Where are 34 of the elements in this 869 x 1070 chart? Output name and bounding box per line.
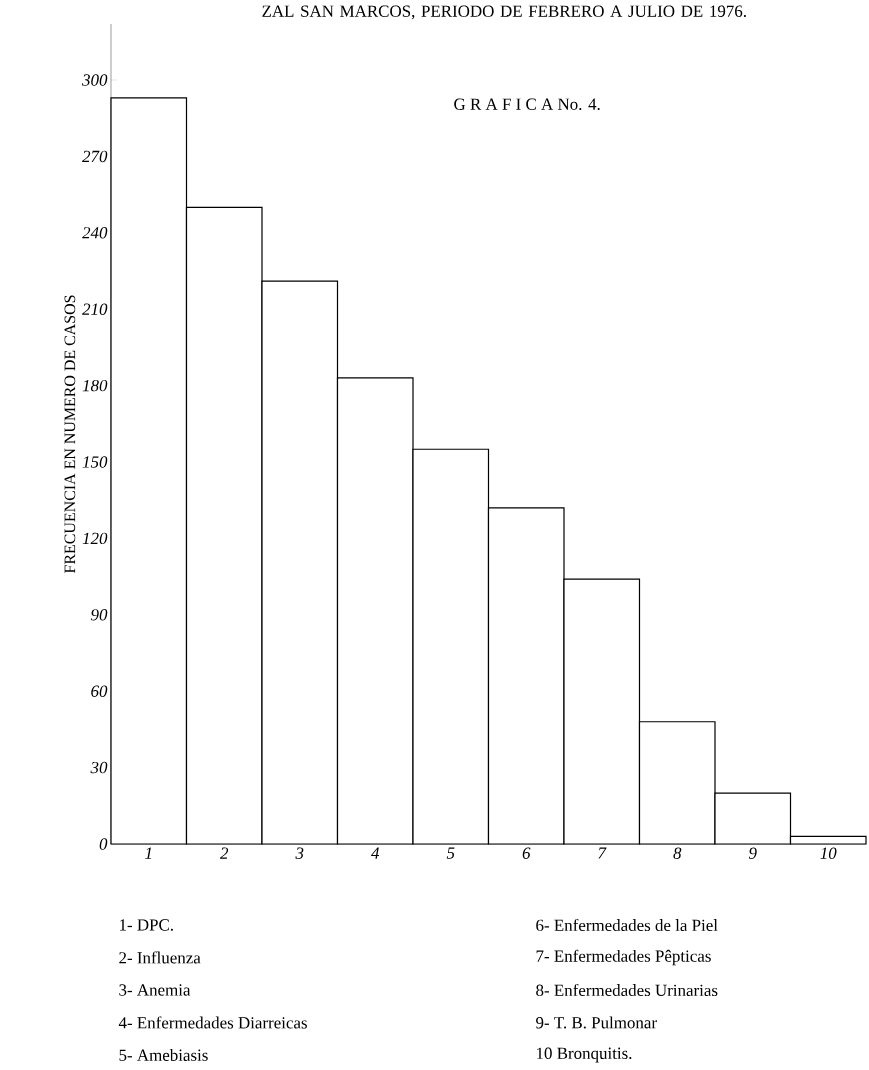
x-tick-label: 1 — [145, 847, 152, 859]
x-tick-label: 3 — [295, 847, 304, 859]
text: 3- Anemia — [119, 984, 191, 996]
text: 2- Influenza — [119, 951, 201, 964]
text: 4- Enfermedades Diarreicas — [118, 1016, 307, 1029]
text: 9- T. B. Pulmonar — [536, 1016, 657, 1029]
y-tick-label: 90 — [91, 609, 108, 621]
text: G R A F I C A No. 4. — [454, 98, 600, 110]
y-tick-label: 120 — [82, 532, 108, 545]
x-tick-label: 7 — [598, 847, 607, 859]
y-tick-label: 0 — [99, 838, 108, 850]
y-tick-label: 300 — [82, 74, 108, 86]
text: 6- Enfermedades de la Piel — [536, 918, 718, 932]
text: 1- DPC. — [120, 919, 173, 931]
x-tick-label: 8 — [673, 847, 682, 859]
y-tick-label: 210 — [82, 303, 108, 315]
y-tick-label: 30 — [90, 761, 108, 774]
x-tick-label: 10 — [820, 847, 837, 859]
y-axis-title: FRECUENCIA EN NUMERO DE CASOS — [64, 295, 76, 574]
y-tick-label: 60 — [91, 685, 108, 697]
x-tick-label: 5 — [446, 847, 455, 859]
y-tick-label: 180 — [82, 379, 108, 392]
text: 10 Bronquitis. — [537, 1047, 632, 1063]
y-tick-label: 240 — [82, 227, 108, 239]
y-tick-label: 150 — [82, 456, 108, 468]
x-tick-label: 2 — [220, 847, 229, 859]
x-tick-label: 4 — [371, 847, 380, 859]
text: 7- Enfermedades Pêpticas — [536, 949, 711, 966]
y-tick-label: 270 — [82, 150, 108, 163]
x-tick-label: 6 — [522, 847, 531, 859]
x-tick-label: 9 — [749, 847, 757, 859]
text: 8- Enfermedades Urinarias — [536, 983, 718, 997]
text: 5- Amebiasis — [119, 1049, 208, 1061]
chart-title: ZAL SAN MARCOS, PERIODO DE FEBRERO A JULIO DE 1976. — [262, 5, 746, 20]
